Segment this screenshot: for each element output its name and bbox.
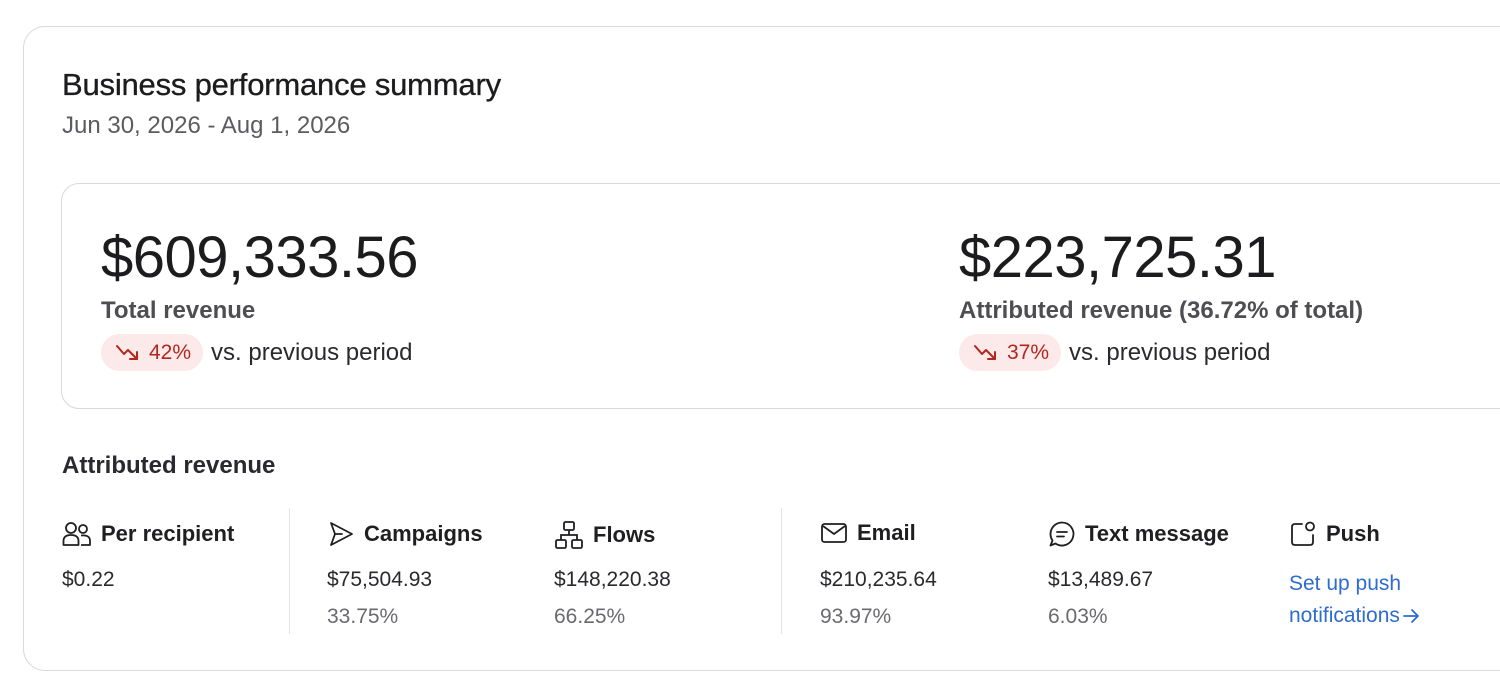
divider xyxy=(289,508,290,634)
kpi-change: 37% vs. previous period xyxy=(959,334,1270,371)
metric-label: Per recipient xyxy=(101,521,235,546)
metric-value: $210,235.64 xyxy=(820,568,937,591)
metric-per-recipient: Per recipient $0.22 xyxy=(62,520,234,591)
metric-label: Campaigns xyxy=(364,521,483,546)
change-value: 37% xyxy=(1007,340,1050,364)
kpi-value: $609,333.56 xyxy=(101,225,419,290)
metric-email: Email $210,235.64 93.97% xyxy=(820,520,937,628)
kpi-change: 42% vs. previous period xyxy=(101,334,412,371)
date-range: Jun 30, 2026 - Aug 1, 2026 xyxy=(62,112,351,139)
change-badge: 42% xyxy=(101,334,204,371)
metric-value: $13,489.67 xyxy=(1048,568,1154,591)
metric-value: $75,504.93 xyxy=(327,568,433,591)
push-notification-icon xyxy=(1291,521,1315,546)
trend-down-icon xyxy=(974,344,996,360)
summary-card xyxy=(23,26,1500,671)
metric-label: Flows xyxy=(593,522,656,547)
section-title: Attributed revenue xyxy=(62,452,276,479)
change-suffix: vs. previous period xyxy=(1069,338,1271,366)
setup-push-link-text: Set up push notifications xyxy=(1289,572,1402,627)
flow-icon xyxy=(555,521,583,549)
chat-bubble-icon xyxy=(1049,521,1075,547)
metric-header: Flows xyxy=(554,520,655,550)
change-value: 42% xyxy=(149,340,192,364)
metric-campaigns: Campaigns $75,504.93 33.75% xyxy=(327,520,483,628)
envelope-icon xyxy=(821,523,847,543)
change-badge: 37% xyxy=(959,334,1062,371)
kpi-value: $223,725.31 xyxy=(959,225,1277,290)
metric-percent: 93.97% xyxy=(820,605,892,628)
people-icon xyxy=(62,522,91,546)
divider xyxy=(781,508,782,634)
send-icon xyxy=(330,522,353,546)
kpi-panel: $609,333.56 Total revenue 42% vs. previo… xyxy=(61,183,1500,409)
metric-value: $0.22 xyxy=(62,568,115,591)
metric-value: $148,220.38 xyxy=(554,568,671,591)
metric-flows: Flows $148,220.38 66.25% xyxy=(554,520,671,628)
trend-down-icon xyxy=(116,344,138,360)
setup-push-link[interactable]: Set up push notifications xyxy=(1289,568,1459,632)
metric-percent: 6.03% xyxy=(1048,605,1108,628)
metric-text-message: Text message $13,489.67 6.03% xyxy=(1048,520,1229,628)
metric-header: Text message xyxy=(1048,520,1229,548)
metric-label: Push xyxy=(1326,521,1380,546)
kpi-label: Total revenue xyxy=(101,297,256,324)
metric-label: Text message xyxy=(1085,521,1229,546)
metric-percent: 66.25% xyxy=(554,605,626,628)
metric-push: Push Set up push notifications xyxy=(1289,520,1419,627)
metric-label: Email xyxy=(857,520,916,545)
page-title: Business performance summary xyxy=(62,67,501,102)
change-suffix: vs. previous period xyxy=(211,338,413,366)
metric-header: Email xyxy=(820,520,916,546)
metric-header: Campaigns xyxy=(327,520,483,548)
metric-percent: 33.75% xyxy=(327,605,399,628)
metric-header: Push xyxy=(1289,520,1380,548)
kpi-label: Attributed revenue (36.72% of total) xyxy=(959,297,1364,324)
metric-header: Per recipient xyxy=(62,520,234,548)
arrow-right-icon xyxy=(1403,609,1419,623)
